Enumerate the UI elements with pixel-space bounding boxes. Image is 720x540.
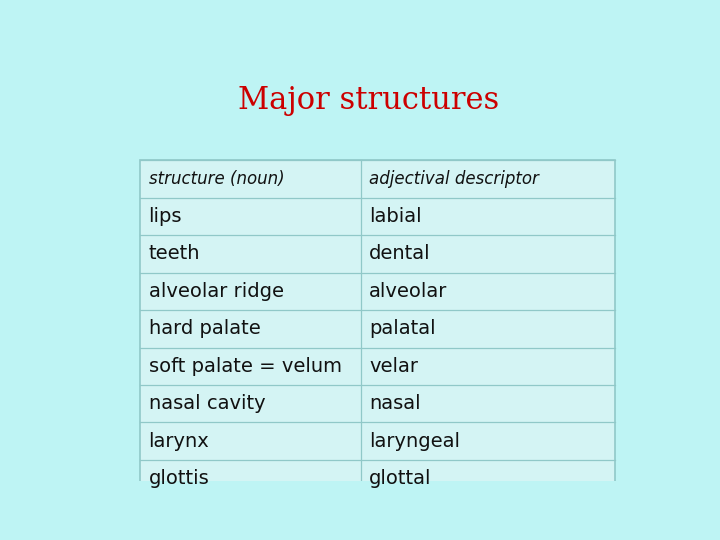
Text: palatal: palatal	[369, 319, 436, 339]
Text: Major structures: Major structures	[238, 85, 500, 116]
Text: dental: dental	[369, 245, 431, 264]
Text: labial: labial	[369, 207, 422, 226]
Text: velar: velar	[369, 357, 418, 376]
Text: larynx: larynx	[148, 431, 210, 450]
Text: laryngeal: laryngeal	[369, 431, 460, 450]
Text: nasal: nasal	[369, 394, 420, 413]
Text: teeth: teeth	[148, 245, 200, 264]
Text: lips: lips	[148, 207, 182, 226]
Text: soft palate = velum: soft palate = velum	[148, 357, 341, 376]
Text: glottis: glottis	[148, 469, 210, 488]
FancyBboxPatch shape	[140, 160, 615, 497]
Text: glottal: glottal	[369, 469, 431, 488]
Text: nasal cavity: nasal cavity	[148, 394, 265, 413]
Text: adjectival descriptor: adjectival descriptor	[369, 170, 539, 188]
Text: alveolar ridge: alveolar ridge	[148, 282, 284, 301]
Text: alveolar: alveolar	[369, 282, 448, 301]
Text: structure (noun): structure (noun)	[148, 170, 284, 188]
Text: hard palate: hard palate	[148, 319, 261, 339]
